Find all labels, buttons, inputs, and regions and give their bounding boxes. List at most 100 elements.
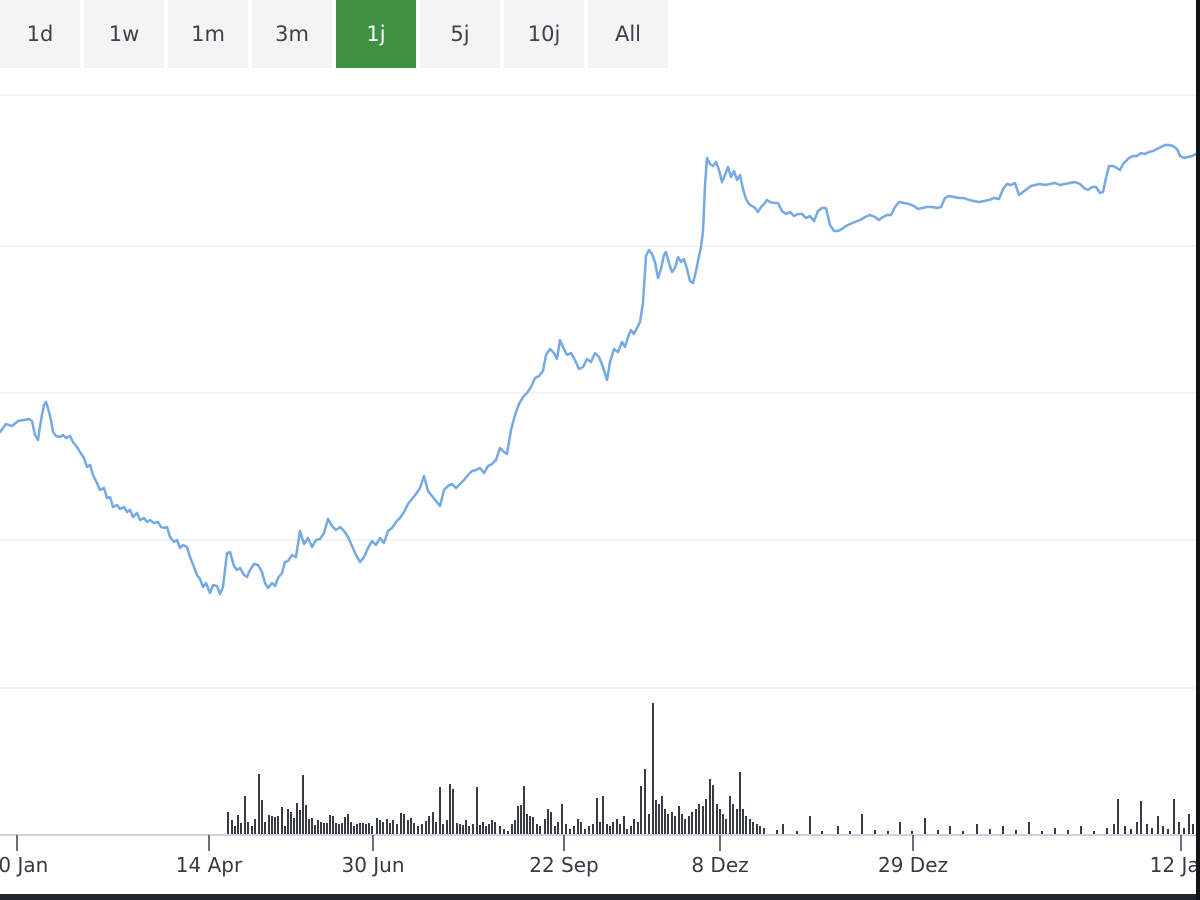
volume-bar [739, 772, 741, 834]
volume-bar [1140, 801, 1142, 834]
volume-bar [652, 703, 654, 834]
volume-bar [347, 814, 349, 834]
volume-bar [456, 823, 458, 834]
volume-bar [732, 804, 734, 834]
volume-bar [736, 809, 738, 834]
volume-bar [573, 826, 575, 834]
range-button-1w[interactable]: 1w [84, 0, 164, 68]
volume-bar [274, 817, 276, 834]
bottom-scrollbar[interactable] [0, 894, 1200, 900]
volume-bar [320, 822, 322, 834]
volume-bar [479, 825, 481, 834]
volume-bar [520, 805, 522, 834]
volume-bar [874, 830, 876, 834]
volume-bar [368, 823, 370, 834]
volume-bar [1124, 826, 1126, 834]
range-toolbar: 1d 1w 1m 3m 1j 5j 10j All [0, 0, 668, 68]
range-button-1j[interactable]: 1j [336, 0, 416, 68]
volume-bar [640, 786, 642, 834]
volume-bar [344, 817, 346, 834]
volume-bar [261, 800, 263, 834]
volume-bar [511, 824, 513, 834]
volume-bar [452, 789, 454, 834]
volume-bar [688, 816, 690, 834]
volume-bar [244, 796, 246, 834]
volume-bar [284, 826, 286, 834]
volume-bar [296, 803, 298, 834]
volume-bar [1136, 822, 1138, 834]
volume-bar [924, 818, 926, 834]
volume-bar [899, 822, 901, 834]
volume-bar [341, 823, 343, 834]
volume-bar [644, 769, 646, 834]
volume-bar [376, 818, 378, 834]
volume-bar [353, 826, 355, 834]
volume-bar [311, 818, 313, 834]
volume-bar [459, 824, 461, 834]
volume-bar [1188, 814, 1190, 834]
volume-bar [678, 806, 680, 834]
volume-bar [476, 787, 478, 834]
volume-bar [674, 816, 676, 834]
volume-bar [1192, 824, 1194, 834]
volume-bar [606, 824, 608, 834]
volume-bar [763, 828, 765, 834]
range-button-1d[interactable]: 1d [0, 0, 80, 68]
volume-bar [709, 779, 711, 834]
volume-bar [861, 814, 863, 834]
volume-bar [1117, 799, 1119, 834]
right-scrollbar[interactable] [1196, 0, 1200, 900]
volume-bar [749, 819, 751, 834]
volume-bar [809, 816, 811, 834]
range-button-10j[interactable]: 10j [504, 0, 584, 68]
range-button-1m[interactable]: 1m [168, 0, 248, 68]
range-button-5j[interactable]: 5j [420, 0, 500, 68]
volume-bar [371, 826, 373, 834]
volume-bar [526, 814, 528, 834]
volume-bar [664, 809, 666, 834]
volume-bar [691, 812, 693, 834]
volume-bar [494, 822, 496, 834]
volume-bar [756, 824, 758, 834]
range-button-All[interactable]: All [588, 0, 668, 68]
volume-bar [962, 831, 964, 834]
volume-bar [1106, 828, 1108, 834]
volume-bar [759, 826, 761, 834]
volume-bar [231, 820, 233, 834]
volume-bar [514, 820, 516, 834]
volume-bar [382, 822, 384, 834]
volume-bar [396, 824, 398, 834]
volume-bar [745, 816, 747, 834]
volume-bar [719, 809, 721, 834]
range-button-3m[interactable]: 3m [252, 0, 332, 68]
volume-bar [1080, 826, 1082, 834]
volume-bar [592, 824, 594, 834]
volume-bar [729, 796, 731, 834]
volume-bar [293, 818, 295, 834]
volume-bar [323, 823, 325, 834]
volume-bar [264, 822, 266, 834]
volume-bar [271, 816, 273, 834]
volume-bar [1157, 816, 1159, 834]
volume-bar [616, 819, 618, 834]
volume-bar [633, 819, 635, 834]
volume-bar [705, 799, 707, 834]
volume-bar [599, 822, 601, 834]
volume-bar [554, 826, 556, 834]
volume-bar [251, 826, 253, 834]
volume-bar [317, 820, 319, 834]
volume-bar [609, 826, 611, 834]
volume-bar [776, 830, 778, 834]
volume-bar [588, 826, 590, 834]
volume-bar [472, 824, 474, 834]
volume-bar [299, 810, 301, 834]
volume-bar [491, 820, 493, 834]
volume-bar [596, 798, 598, 834]
volume-bar [782, 824, 784, 834]
volume-bar [1151, 828, 1153, 834]
volume-bar [561, 804, 563, 834]
volume-bar [462, 825, 464, 834]
volume-bar [417, 826, 419, 834]
